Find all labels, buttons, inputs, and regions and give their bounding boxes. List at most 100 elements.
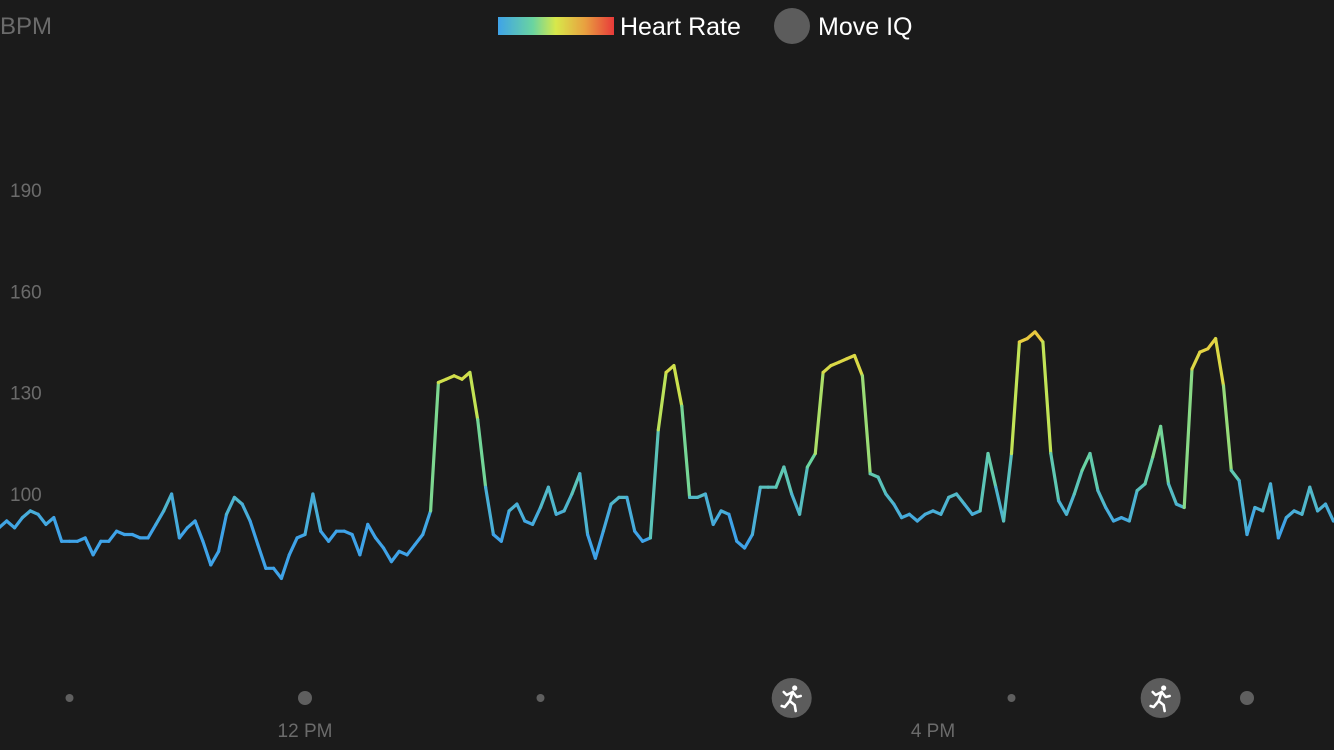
x-tick-label: 12 PM (278, 721, 333, 742)
heart-rate-segment (601, 502, 613, 533)
heart-rate-segment (1033, 330, 1045, 344)
heart-rate-segment (986, 451, 998, 489)
heart-rate-segment (13, 515, 24, 530)
time-dot-large (1240, 691, 1254, 705)
heart-rate-segment (256, 543, 268, 570)
heart-rate-segment (468, 370, 480, 422)
legend-move-iq-label: Move IQ (818, 13, 912, 41)
heart-rate-segment (813, 370, 825, 456)
heart-rate-segment (1237, 478, 1249, 537)
heart-rate-segment (672, 364, 684, 408)
heart-rate-segment (374, 536, 386, 550)
heart-rate-segment (680, 404, 692, 499)
heart-rate-segment (232, 495, 244, 506)
heart-rate-segment (1261, 482, 1273, 513)
heart-rate-segment (162, 492, 174, 513)
heart-rate-segment (327, 529, 338, 543)
heart-rate-segment (201, 539, 213, 567)
heart-rate-segment (852, 353, 865, 378)
heart-rate-segment (939, 495, 951, 516)
heart-rate-segment (287, 536, 299, 557)
heart-rate-segment (1268, 482, 1281, 540)
heart-rate-segment (52, 515, 64, 543)
heart-rate-segment (476, 418, 488, 489)
heart-rate-segment (530, 505, 543, 527)
heart-rate-segment (978, 451, 990, 513)
heart-rate-segment (915, 512, 927, 523)
move-iq-event[interactable] (1140, 678, 1181, 718)
heart-rate-segment (0, 519, 9, 529)
heart-rate-segment (1213, 337, 1226, 388)
time-dot-small (536, 694, 545, 702)
heart-rate-segment (892, 502, 904, 520)
heart-rate-segment (44, 515, 56, 527)
heart-rate-segment (272, 566, 283, 581)
heart-rate-segment (735, 539, 747, 550)
running-icon (780, 685, 803, 713)
heart-rate-segment (805, 451, 817, 469)
y-axis-label: BPM (0, 13, 52, 40)
heart-rate-segment (821, 364, 833, 374)
heart-rate-segment (1221, 384, 1233, 472)
heart-rate-segment (1245, 505, 1257, 537)
heart-rate-segment (1088, 451, 1100, 493)
heart-rate-segment (1135, 482, 1147, 493)
heart-rate-segment (1308, 485, 1320, 513)
heart-rate-segment (1158, 424, 1171, 486)
heart-rate-segment (319, 529, 331, 543)
legend: Heart Rate Move IQ (498, 8, 912, 44)
heart-rate-segment (633, 529, 645, 543)
heart-rate-segment (876, 475, 888, 496)
heart-rate-segment (83, 536, 95, 557)
heart-rate-segment (546, 485, 558, 516)
heart-rate-segment (797, 465, 810, 516)
heart-rate-segment (1229, 468, 1241, 483)
heart-rate-segment (578, 472, 590, 537)
heart-rate-segment (790, 492, 802, 516)
heart-rate-segment (1072, 468, 1084, 496)
heart-rate-segment (311, 492, 323, 533)
heart-rate-segment (484, 485, 495, 537)
heart-rate-segment (648, 428, 660, 540)
heart-rate-segment (1056, 499, 1069, 516)
heart-rate-segment (727, 512, 739, 543)
time-dot-small (1007, 694, 1016, 702)
heart-rate-segment (884, 492, 896, 506)
y-tick-label: 100 (10, 485, 42, 506)
heart-rate-segment (585, 532, 598, 560)
heart-rate-segment (154, 509, 166, 527)
legend-heart-rate-label: Heart Rate (620, 13, 741, 41)
heart-rate-segment (1166, 482, 1179, 506)
heart-rate-segment (1143, 455, 1155, 486)
time-dot-large (298, 691, 312, 705)
heart-rate-line (0, 330, 1334, 581)
heart-rate-segment (994, 485, 1006, 523)
heart-rate-segment (625, 495, 637, 533)
heart-rate-segment (1300, 485, 1312, 516)
move-iq-event[interactable] (771, 678, 812, 718)
heart-rate-segment (358, 522, 370, 557)
heart-rate-segment (962, 502, 974, 516)
heart-rate-segment (20, 509, 32, 520)
heart-rate-segment (193, 519, 205, 543)
heart-rate-segment (146, 522, 158, 540)
heart-rate-segment (515, 502, 527, 523)
heart-rate-segment (1049, 451, 1061, 503)
heart-rate-segment (413, 532, 425, 547)
heart-rate-segment (907, 512, 919, 523)
heart-rate-segment (279, 553, 291, 581)
heart-rate-segment (36, 512, 48, 527)
heart-rate-segment (1284, 509, 1296, 520)
heart-rate-segment (774, 465, 786, 489)
heart-rate-segment (405, 543, 417, 557)
heart-rate-segment (1041, 340, 1053, 456)
move-iq-legend-swatch (774, 8, 810, 44)
heart-rate-segment (1151, 424, 1163, 459)
heart-rate-segment (1080, 451, 1092, 472)
y-axis-ticks: 100 130 160 190 (10, 181, 42, 506)
time-dot-small (65, 694, 74, 702)
heart-rate-segment (303, 492, 315, 537)
heart-rate-segment (499, 509, 511, 543)
heart-rate-segment (750, 485, 762, 537)
